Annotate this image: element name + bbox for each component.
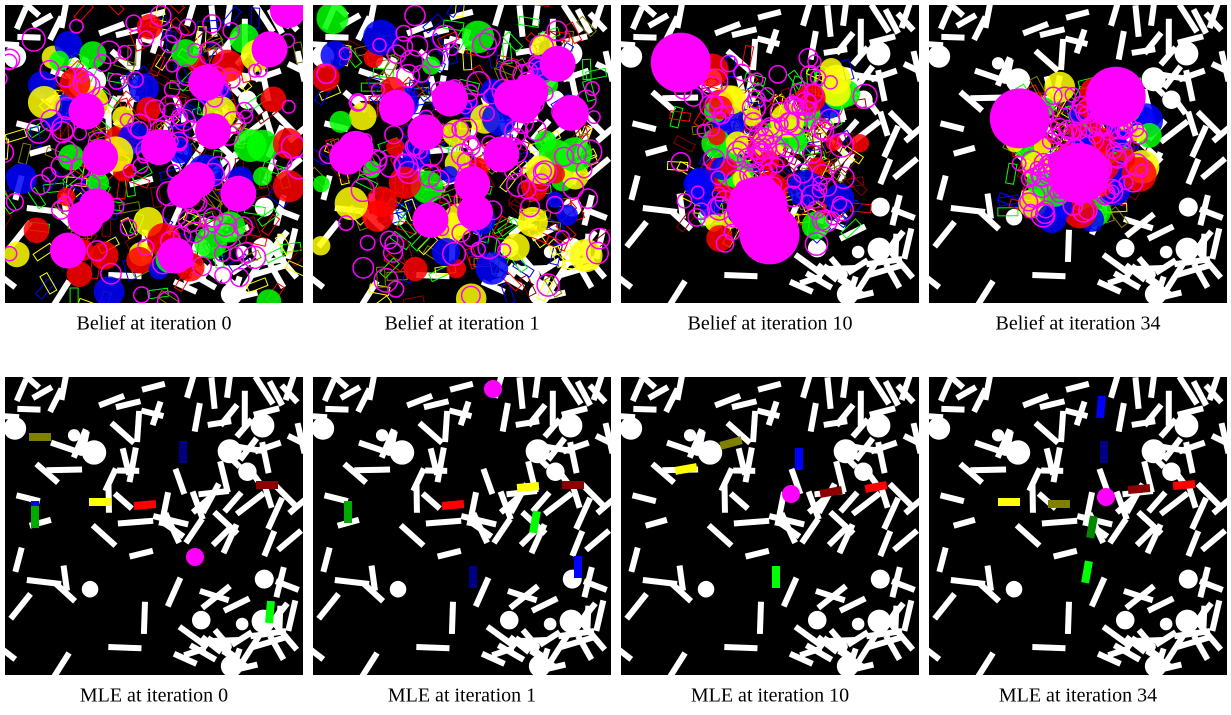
particle-dense [82,139,118,175]
particle-dense [252,31,288,67]
mle-target [782,485,800,503]
particle-dense [553,95,589,131]
particle-dense [68,93,104,129]
particle-box [0,254,5,266]
particle-dense [195,113,231,149]
mle-target [1097,488,1115,506]
particle-dense [220,176,256,212]
particle-dense [407,114,443,150]
particle-dense [379,90,415,126]
mle-object [469,566,477,588]
particle-blob [94,276,125,307]
mle-object [29,433,51,441]
particle-dense [457,195,493,231]
particle-blob [28,86,61,119]
particle-dense [412,202,448,238]
particle-blob [403,257,427,281]
caption: MLE at iteration 1 [388,685,536,707]
particle-blob [316,2,348,34]
particle-dense [494,80,530,116]
particle-blob [257,289,282,314]
panel [915,365,1231,680]
particle-blob [569,239,602,272]
particle-blob [462,21,495,54]
particle-dense [50,232,86,268]
panel [299,0,625,314]
particle-dense [141,129,177,165]
mle-object [574,556,582,578]
caption: Belief at iteration 0 [77,313,232,335]
particle-dense [540,46,576,82]
particle-blob [526,156,555,185]
particle-blob [253,167,272,186]
mle-object [795,448,803,470]
particle-blob [330,111,352,133]
particle-dense [483,136,519,172]
particle-dense [432,81,468,117]
particle-box [0,262,2,282]
particle-dense [1086,67,1146,127]
mle-object [344,501,352,523]
panel [0,0,317,314]
particle-dense [167,173,203,209]
particle-dense [188,65,224,101]
caption: MLE at iteration 10 [691,685,849,707]
particle-dense [67,200,103,236]
caption: Belief at iteration 34 [996,313,1161,335]
particle-blob [456,283,487,314]
mle-object [256,481,278,489]
panel [299,365,625,680]
mle-object [1048,500,1070,508]
mle-object [772,566,780,588]
particle-dense [158,238,194,274]
mle-object [31,506,39,528]
particle-dense [1050,143,1110,203]
panel [915,0,1231,308]
caption: Belief at iteration 10 [688,313,853,335]
particle-dense [990,88,1050,148]
particle-blob [802,212,830,240]
panel [607,0,933,308]
caption: MLE at iteration 0 [80,685,228,707]
mle-object [998,498,1020,506]
particle-blob [313,176,330,193]
particle-blob [273,170,305,202]
mle-object [1100,441,1108,463]
particle-blob [311,236,330,255]
mle-object [179,441,187,463]
figure: Belief at iteration 0 Belief at iteration… [0,0,1231,715]
panel [607,365,933,680]
mle-object [562,481,584,489]
particle-dense [329,139,365,175]
particle-blob [557,204,578,225]
particle-dense [651,33,711,93]
mle-target [484,380,502,398]
particle-blob [386,138,404,156]
particle-dense [740,204,800,264]
caption: MLE at iteration 34 [999,685,1157,707]
particle-blob [24,217,50,243]
panel [0,365,317,680]
mle-object [89,498,111,506]
mle-target [186,548,204,566]
particle-blob [126,247,153,274]
caption: Belief at iteration 1 [385,313,540,335]
